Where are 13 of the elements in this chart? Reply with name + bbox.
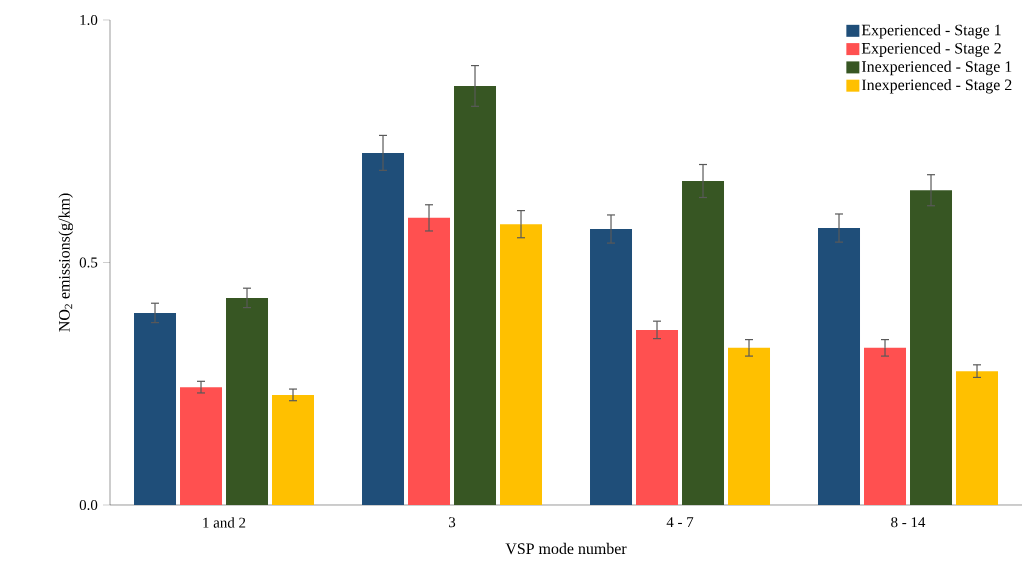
- x-tick-label: 8 - 14: [891, 517, 926, 528]
- legend-label: Inexperienced - Stage 1: [861, 60, 1012, 76]
- legend-label: Experienced - Stage 1: [861, 24, 1001, 39]
- y-axis-title: NO$_{2}$ emissions(g/km): [58, 193, 73, 332]
- y-tick-label: 0.0: [79, 499, 98, 511]
- y-tick-label: 1.0: [80, 14, 98, 26]
- x-tick-label: 3: [448, 517, 456, 528]
- legend-label: Experienced - Stage 2: [861, 42, 1001, 57]
- x-axis-title: VSP mode number: [505, 542, 627, 555]
- x-tick-label: 1 and 2: [203, 517, 246, 528]
- y-tick-label: 0.5: [79, 257, 98, 268]
- x-tick-label: 4 - 7: [666, 517, 694, 527]
- legend-label: Inexperienced - Stage 2: [861, 79, 1012, 94]
